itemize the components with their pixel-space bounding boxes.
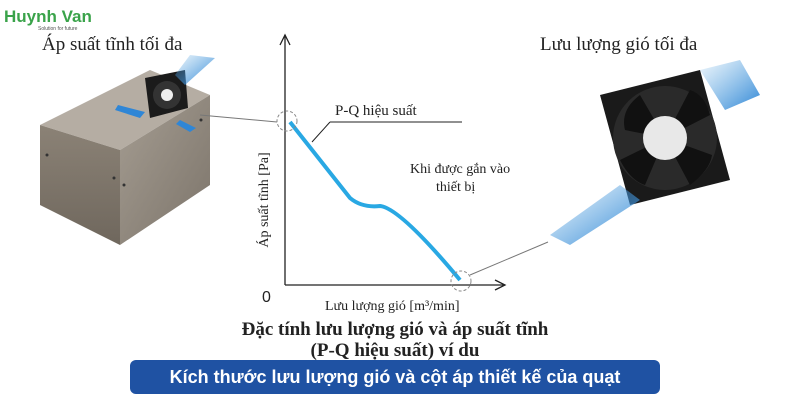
max-flow-marker xyxy=(450,270,472,292)
note-line: thiết bị xyxy=(436,180,475,195)
logo-tagline: Solution for future xyxy=(38,26,78,32)
note-line: Khi được gắn vào xyxy=(410,162,510,177)
label-pointer xyxy=(311,121,331,143)
origin-label: 0 xyxy=(262,289,271,306)
title: (P-Q hiệu suất) ví du xyxy=(311,340,480,361)
left-label: Áp suất tĩnh tối đa xyxy=(42,33,183,55)
curve-label: P-Q hiệu suất xyxy=(335,103,417,119)
pq-curve xyxy=(288,120,462,282)
logo-name: Huynh Van xyxy=(4,7,92,26)
max-pressure-marker xyxy=(276,110,298,132)
connector xyxy=(199,114,278,123)
y-axis-label: Áp suất tĩnh [Pa] xyxy=(255,152,272,247)
device-box xyxy=(40,55,215,245)
fan xyxy=(550,60,760,245)
title: Đặc tính lưu lượng gió và áp suất tĩnh xyxy=(242,319,549,340)
banner-text: Kích thước lưu lượng gió và cột áp thiết… xyxy=(170,367,621,387)
banner xyxy=(130,360,660,394)
axes xyxy=(279,33,507,291)
right-label: Lưu lượng gió tối đa xyxy=(540,34,698,55)
connector xyxy=(469,241,549,276)
x-axis-label: Lưu lượng gió [m³/min] xyxy=(325,299,460,314)
